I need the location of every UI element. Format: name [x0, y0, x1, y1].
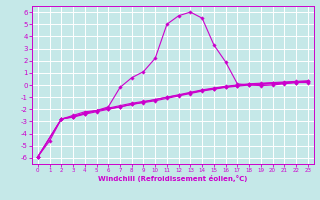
- X-axis label: Windchill (Refroidissement éolien,°C): Windchill (Refroidissement éolien,°C): [98, 175, 247, 182]
